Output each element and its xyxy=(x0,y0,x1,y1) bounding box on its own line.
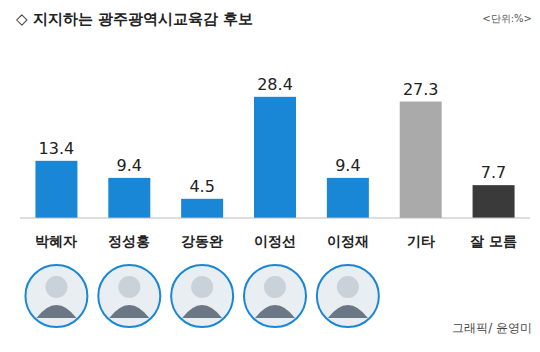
baseline xyxy=(20,218,530,219)
photo-frame xyxy=(25,265,87,327)
data-label: 13.4 xyxy=(39,139,75,158)
bar xyxy=(254,97,296,218)
photo-frame xyxy=(317,265,379,327)
chart: ◇ 지지하는 광주광역시교육감 후보 <단위:%> 그래픽/ 윤영미 13.4 박혜자 9… xyxy=(0,0,540,352)
unit-label: <단위:%> xyxy=(482,13,532,24)
category-label: 이정선 xyxy=(254,233,296,249)
photo-head xyxy=(45,276,67,298)
bar xyxy=(400,102,442,218)
data-label: 7.7 xyxy=(481,163,506,182)
bar xyxy=(327,178,369,218)
category-label: 박혜자 xyxy=(35,233,77,249)
data-label: 9.4 xyxy=(335,156,360,175)
photo-frame xyxy=(171,265,233,327)
bar xyxy=(35,161,77,218)
photo-head xyxy=(337,276,359,298)
category-label: 이정재 xyxy=(327,233,369,249)
photo-body xyxy=(328,305,368,318)
photo-frame xyxy=(244,265,306,327)
photo-body xyxy=(109,305,149,318)
photo-head xyxy=(264,276,286,298)
data-label: 4.5 xyxy=(189,177,214,196)
photo-body xyxy=(36,305,76,318)
data-label: 9.4 xyxy=(117,156,142,175)
bar xyxy=(473,185,515,218)
photo-body xyxy=(182,305,222,318)
title: ◇ 지지하는 광주광역시교육감 후보 xyxy=(16,10,253,28)
photo-frame xyxy=(98,265,160,327)
category-label: 정성홍 xyxy=(108,233,150,249)
photo-head xyxy=(118,276,140,298)
data-label: 28.4 xyxy=(257,75,293,94)
data-label: 27.3 xyxy=(403,80,439,99)
credit: 그래픽/ 윤영미 xyxy=(452,321,532,335)
bar xyxy=(108,178,150,218)
bars xyxy=(35,97,514,218)
category-label: 기타 xyxy=(407,233,435,249)
category-label: 강동완 xyxy=(181,233,223,249)
labels: 13.4 박혜자 9.4 정성홍 4.5 강동완 28.4 이정선 9.4 이정재 27.3 기타 7.… xyxy=(35,75,517,249)
bar xyxy=(181,199,223,218)
photo-head xyxy=(191,276,213,298)
photo-body xyxy=(255,305,295,318)
category-label: 잘 모름 xyxy=(470,233,517,249)
